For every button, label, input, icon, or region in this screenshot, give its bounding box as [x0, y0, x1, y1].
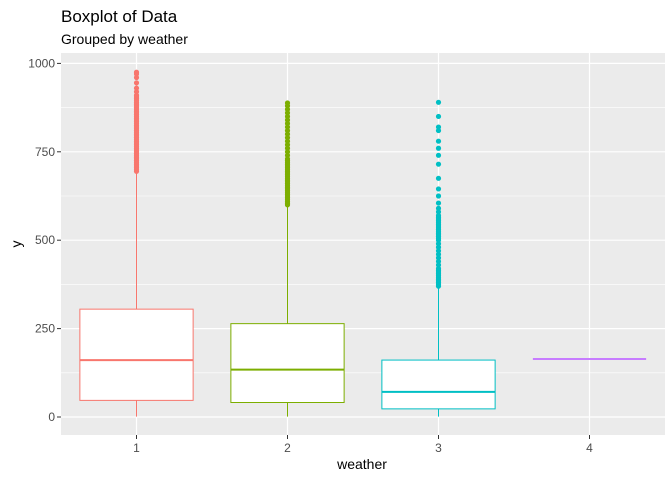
x-tick-label: 4	[586, 441, 593, 455]
chart-title: Boxplot of Data	[61, 7, 178, 26]
x-tick-label: 2	[284, 441, 291, 455]
outlier-point	[435, 99, 442, 105]
y-tick-label: 500	[35, 233, 55, 247]
chart-subtitle: Grouped by weather	[61, 31, 188, 47]
outlier-point	[133, 80, 140, 86]
y-tick-label: 0	[48, 410, 55, 424]
outlier-point	[435, 138, 442, 144]
outlier-point	[435, 152, 442, 158]
outlier-point	[435, 200, 442, 206]
box-group-1	[79, 69, 194, 417]
outlier-point	[435, 145, 442, 151]
outlier-point	[435, 175, 442, 181]
box-group-3	[381, 99, 496, 417]
axis-layer: 0 250 500 750 1000 1 2 3 4	[28, 56, 593, 455]
outlier-point	[133, 85, 140, 91]
outlier-point	[435, 124, 442, 130]
outlier-point	[435, 193, 442, 199]
box-iqr	[381, 359, 496, 410]
x-tick-label: 1	[133, 441, 140, 455]
outlier-point	[133, 69, 140, 75]
box-iqr	[230, 323, 345, 404]
outlier-point	[435, 161, 442, 167]
y-tick-label: 750	[35, 145, 55, 159]
x-tick-label: 3	[435, 441, 442, 455]
y-tick-label: 250	[35, 322, 55, 336]
outlier-point	[435, 186, 442, 192]
box-layer	[79, 69, 647, 417]
box-group-2	[230, 100, 345, 417]
x-axis-title: weather	[336, 456, 387, 472]
y-tick-label: 1000	[28, 56, 55, 70]
outlier-point	[435, 205, 442, 211]
outlier-point	[435, 113, 442, 120]
outlier-point	[284, 100, 291, 106]
box-iqr	[79, 308, 194, 401]
y-axis-title: y	[8, 241, 24, 248]
